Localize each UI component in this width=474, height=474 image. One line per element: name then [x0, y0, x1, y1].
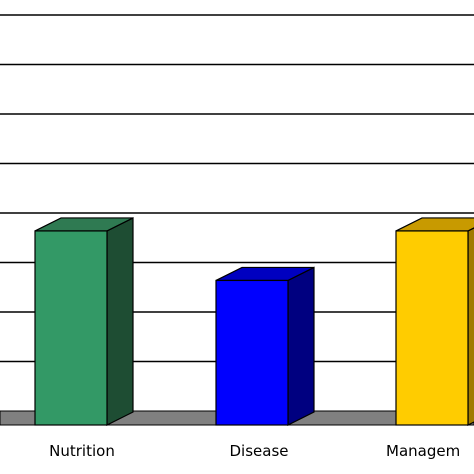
bar-nutrition — [34, 216, 134, 426]
x-tick-label: Disease — [230, 442, 289, 460]
x-tick-label: Nutrition — [49, 442, 115, 460]
bars — [34, 216, 474, 426]
bar-front-face — [34, 230, 108, 426]
bar-side-face — [467, 227, 474, 426]
bar-front-face — [215, 279, 289, 426]
bar-side-face — [287, 266, 315, 426]
x-tick-label: Managem — [386, 442, 460, 460]
bar-top-face — [395, 217, 474, 232]
bar-front-face — [395, 230, 469, 426]
bar-disease — [215, 266, 315, 426]
bar-side-face — [106, 216, 134, 426]
bar-managem — [395, 217, 474, 426]
category-labels: Nutrition Disease Managem — [49, 442, 460, 460]
